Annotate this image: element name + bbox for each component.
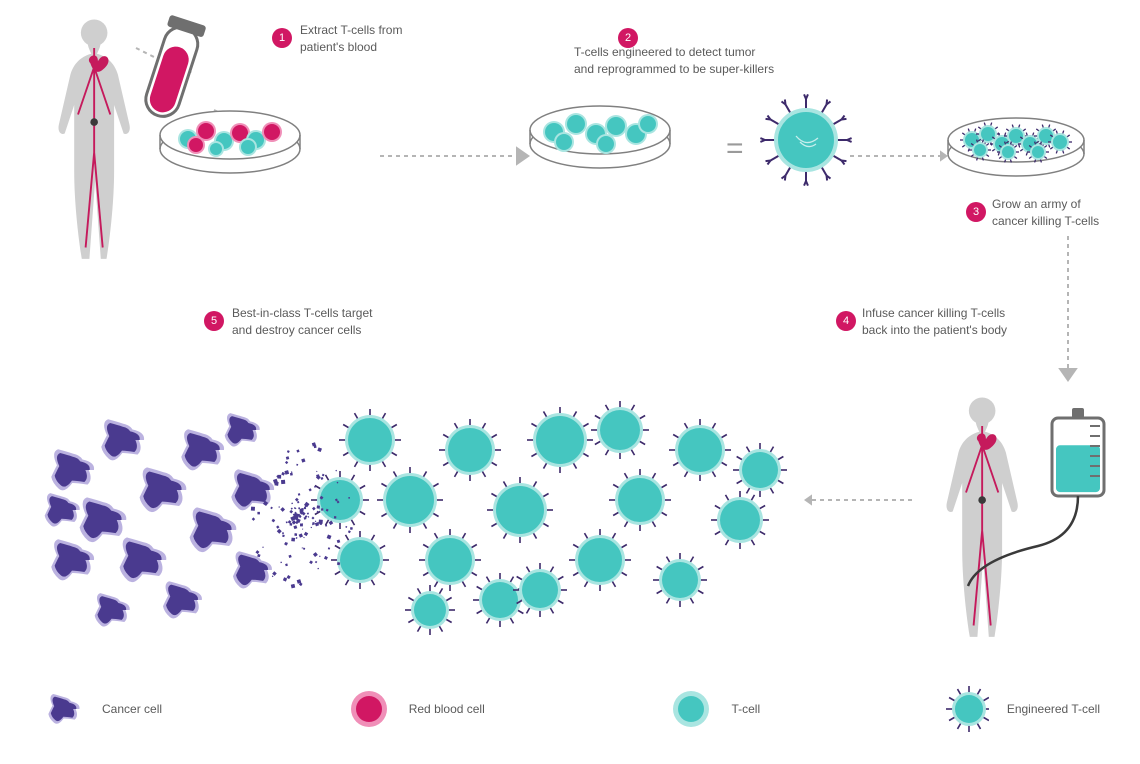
cancer-cell-icon (40, 687, 84, 731)
infographic-canvas: = 1Extract T-cells frompatient's blood2T… (0, 0, 1140, 764)
equals-sign: = (726, 132, 744, 166)
step-badge-5: 5 (204, 311, 224, 331)
step-badge-3: 3 (966, 202, 986, 222)
step-badge-4: 4 (836, 311, 856, 331)
legend-redcell: Red blood cell (347, 687, 485, 731)
step-label-4: Infuse cancer killing T-cellsback into t… (862, 305, 1007, 340)
step-badge-1: 1 (272, 28, 292, 48)
engineered-t-cell-icon (945, 687, 989, 731)
legend: Cancer cell Red blood cell T-cell Engine… (40, 674, 1100, 744)
legend-cancer: Cancer cell (40, 687, 162, 731)
step-label-3: Grow an army ofcancer killing T-cells (992, 196, 1099, 231)
legend-tcell: T-cell (669, 687, 760, 731)
legend-engcell: Engineered T-cell (945, 687, 1100, 731)
legend-label: Cancer cell (102, 702, 162, 716)
legend-label: Red blood cell (409, 702, 485, 716)
t-cell-icon (669, 687, 713, 731)
scene-svg (0, 0, 1140, 764)
legend-label: Engineered T-cell (1007, 702, 1100, 716)
step-label-2: T-cells engineered to detect tumorand re… (574, 44, 774, 79)
step-label-5: Best-in-class T-cells targetand destroy … (232, 305, 373, 340)
red-blood-cell-icon (347, 687, 391, 731)
legend-label: T-cell (731, 702, 760, 716)
step-label-1: Extract T-cells frompatient's blood (300, 22, 402, 57)
